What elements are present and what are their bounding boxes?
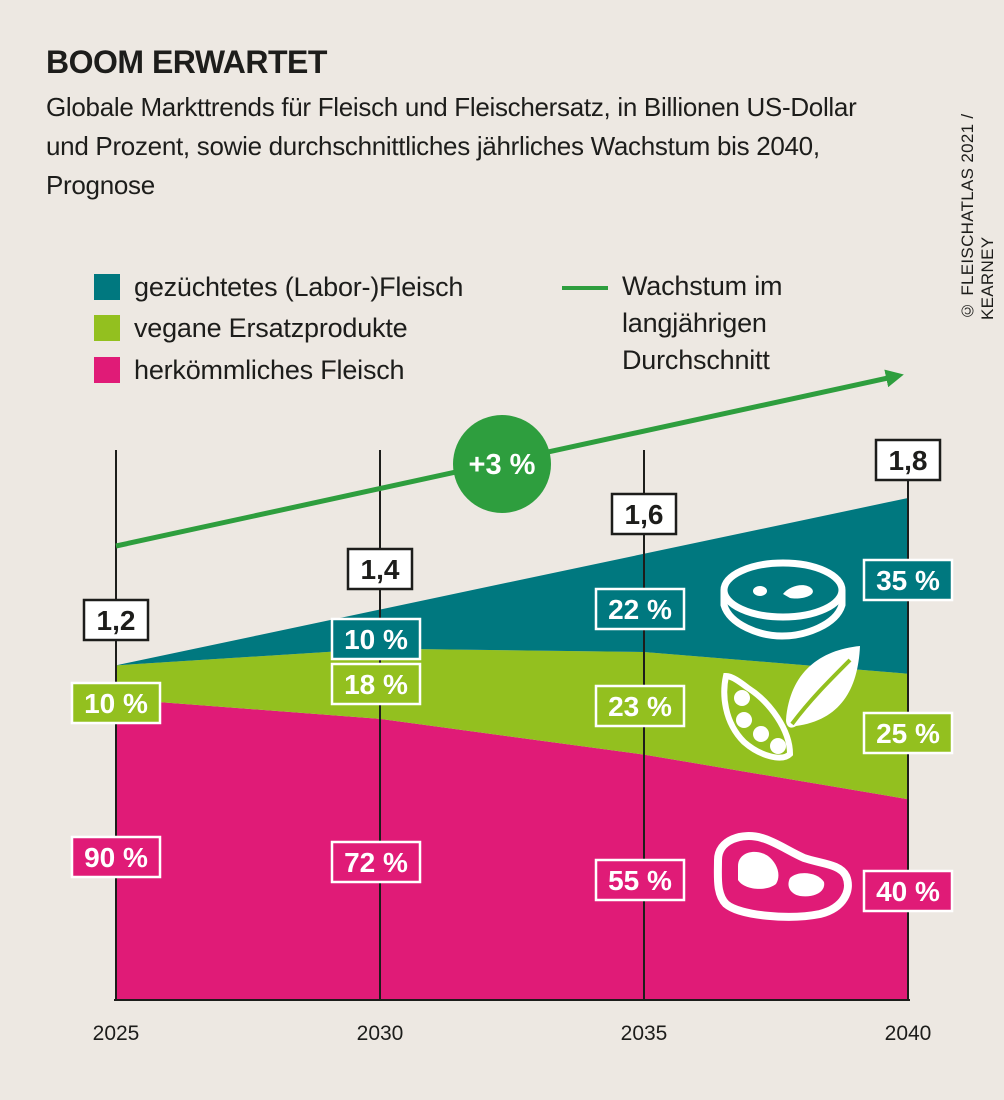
area-vegan [116,648,908,800]
legend-item-vegan: vegane Ersatzprodukte [94,312,408,343]
pct-label-lab-2040: 35 % [876,565,940,596]
total-label-2025-box [82,598,150,642]
pea-leaf-icon [721,646,860,761]
legend-item-conventional: herkömmliches Fleisch [94,354,405,385]
pct-label-conventional-2025-box [70,835,162,879]
pct-label-vegan-2025: 10 % [84,688,148,719]
legend-label-growth: Wachstum im langjährigen Durchschnitt [622,271,783,375]
growth-label: +3 % [469,449,536,481]
pct-label-vegan-2040-box [862,711,954,755]
pct-label-conventional-2040-box [862,869,954,913]
pct-label-vegan-2025-box [70,681,162,725]
legend-swatch-conventional [94,357,120,383]
pct-label-conventional-2030-box [330,840,422,884]
x-tick-label-2025: 2025 [93,1022,140,1045]
x-tick-label-2030: 2030 [357,1022,404,1045]
chart-title: BOOM ERWARTET [46,44,327,80]
pct-label-conventional-2030: 72 % [344,847,408,878]
total-label-2025: 1,2 [97,605,136,636]
total-label-2030-box [346,547,414,591]
legend-label-conventional: herkömmliches Fleisch [134,354,405,385]
total-label-2040-box [874,438,942,482]
total-label-2035: 1,6 [625,499,664,530]
pct-label-lab-2035: 22 % [608,594,672,625]
steak-icon [713,832,852,921]
x-tick-label-2035: 2035 [621,1022,668,1045]
pct-label-conventional-2035: 55 % [608,865,672,896]
pct-label-vegan-2030-box [330,662,422,706]
chart-subtitle: Globale Markttrends für Fleisch und Flei… [46,92,857,200]
pct-label-conventional-2035-box [594,858,686,902]
pct-label-conventional-2040: 40 % [876,876,940,907]
total-label-2030: 1,4 [361,554,400,585]
pct-label-lab-2040-box [862,558,954,602]
legend-line-growth [562,286,608,290]
pct-label-lab-2030-box [330,617,422,661]
growth-badge [453,415,551,513]
area-conventional [116,698,908,1000]
legend-label-lab: gezüchtetes (Labor-)Fleisch [134,271,464,302]
legend-label-vegan: vegane Ersatzprodukte [134,312,408,343]
area-lab [116,498,908,674]
legend-item-lab: gezüchtetes (Labor-)Fleisch [94,272,463,302]
petri-dish-icon [720,559,846,640]
legend-item-growth: Wachstum im langjährigen Durchschnitt [562,268,842,379]
pct-label-vegan-2030: 18 % [344,669,408,700]
pct-label-vegan-2035-box [594,684,686,728]
pct-label-vegan-2035: 23 % [608,691,672,722]
x-tick-label-2040: 2040 [885,1022,932,1045]
pct-label-vegan-2040: 25 % [876,718,940,749]
pct-label-conventional-2025: 90 % [84,842,148,873]
pct-label-lab-2030: 10 % [344,624,408,655]
total-label-2040: 1,8 [889,445,928,476]
total-label-2035-box [610,492,678,536]
legend-swatch-lab [94,274,120,300]
pct-label-lab-2035-box [594,587,686,631]
legend-swatch-vegan [94,315,120,341]
